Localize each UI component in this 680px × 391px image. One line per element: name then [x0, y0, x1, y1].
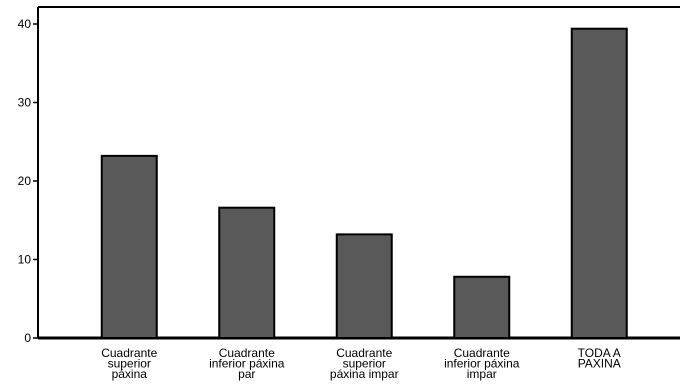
x-category-label-line: páxina impar — [330, 367, 399, 381]
x-category-label-line: par — [238, 367, 255, 381]
x-category-label: TODA A PAXINA — [578, 346, 621, 371]
x-category-label-line: superior — [108, 357, 151, 371]
y-tick-label: 10 — [18, 253, 32, 267]
x-category-label: Cuadrante inferior páxina impar — [444, 346, 520, 381]
bar — [335, 233, 393, 340]
bar — [453, 275, 511, 339]
x-category-label-line: inferior páxina — [444, 357, 520, 371]
y-tick-label: 20 — [18, 174, 32, 188]
bar — [100, 154, 158, 339]
x-category-label-line: páxina — [112, 367, 148, 381]
x-category-label-line: PAXINA — [578, 357, 621, 371]
bars — [100, 27, 628, 340]
x-category-label-line: impar — [467, 367, 497, 381]
x-category-label-line: inferior páxina — [209, 357, 285, 371]
y-axis: 0 10 20 30 40 — [18, 17, 38, 345]
y-tick-label: 30 — [18, 96, 32, 110]
y-tick-label: 0 — [24, 331, 31, 345]
bar — [570, 27, 628, 340]
bar — [218, 206, 276, 339]
x-category-label-line: superior — [343, 357, 386, 371]
x-category-label-line: Cuadrante — [101, 346, 157, 360]
x-category-label-line: Cuadrante — [336, 346, 392, 360]
x-category-label-line: Cuadrante — [454, 346, 510, 360]
x-category-label-line: TODA A — [578, 346, 621, 360]
x-category-label: Cuadrante superior páxina impar — [330, 346, 399, 381]
x-category-label-line: Cuadrante — [219, 346, 275, 360]
x-category-label: Cuadrante superior páxina — [101, 346, 157, 381]
x-category-label: Cuadrante inferior páxina par — [209, 346, 285, 381]
y-tick-label: 40 — [18, 17, 32, 31]
